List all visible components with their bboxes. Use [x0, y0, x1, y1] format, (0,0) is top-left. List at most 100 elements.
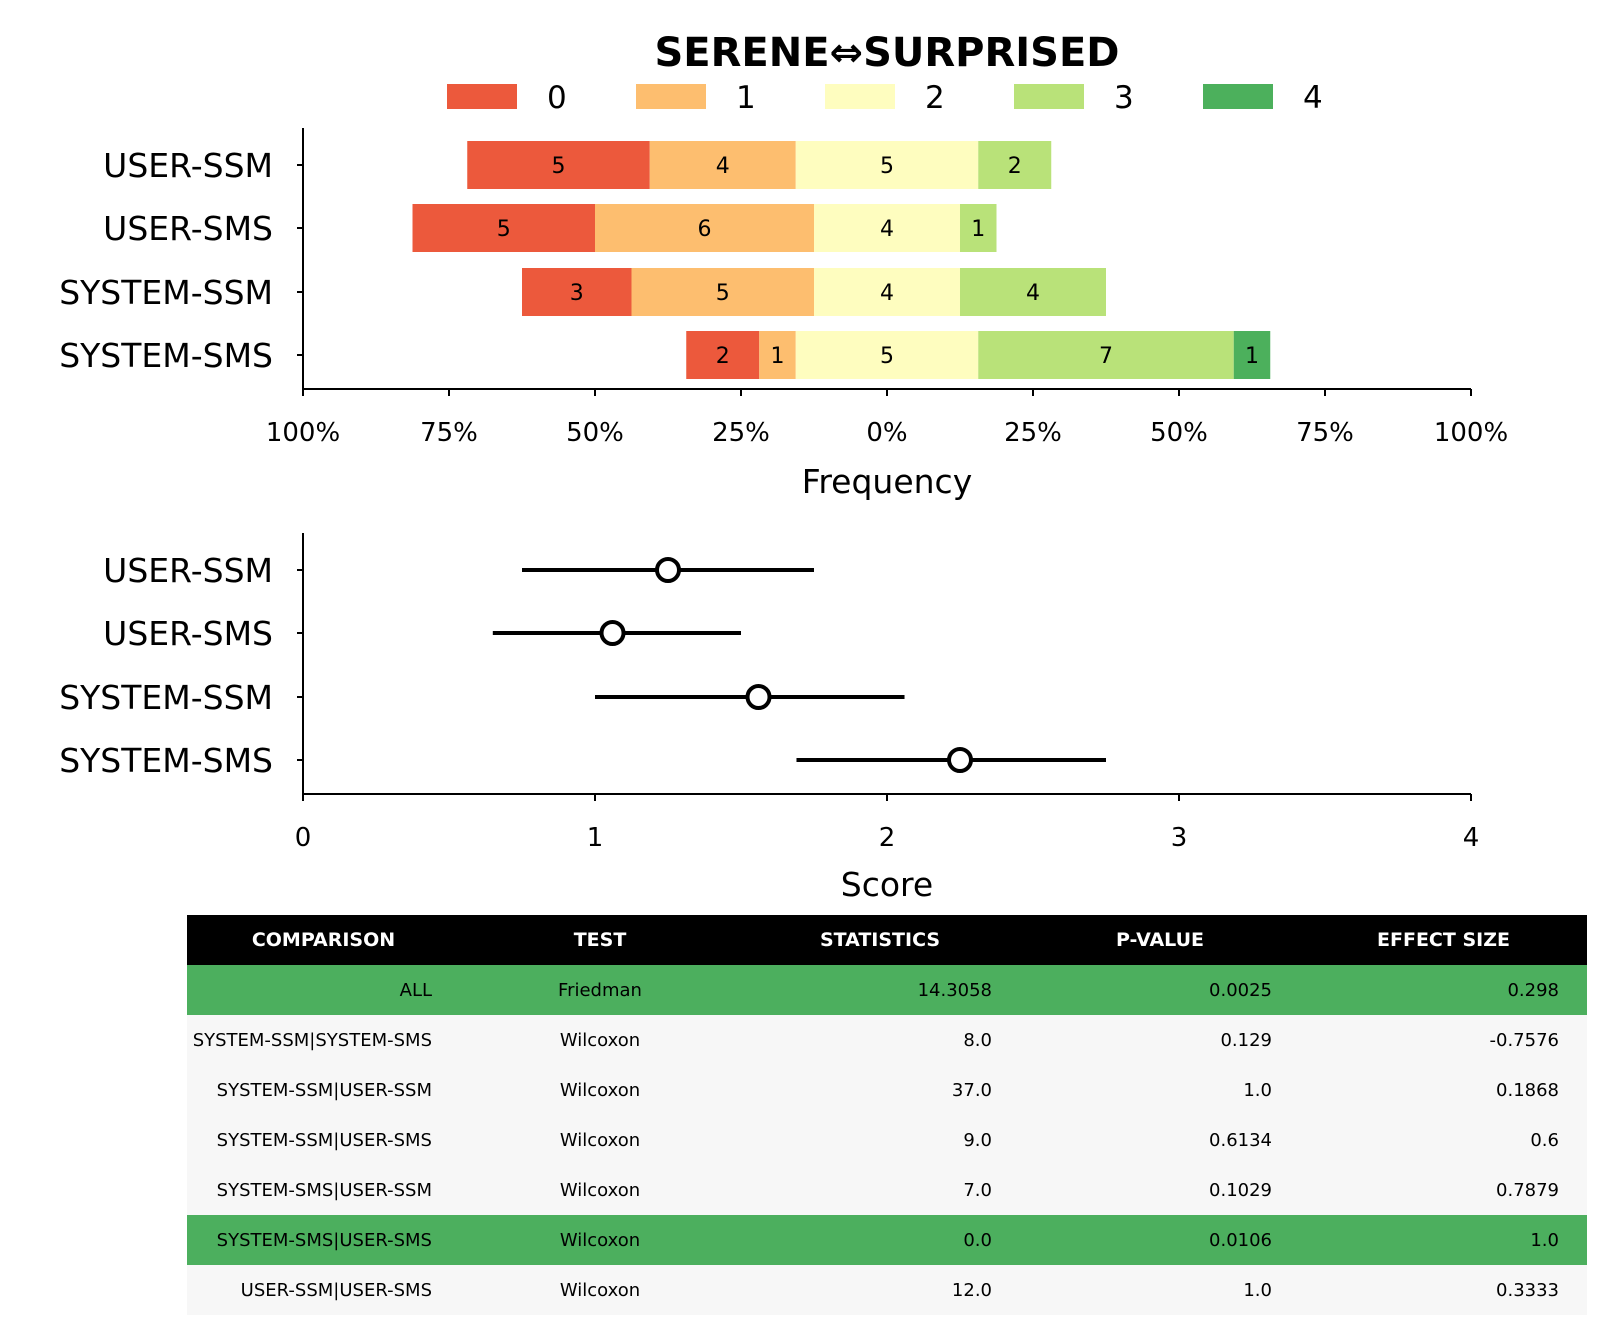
cell-statistics: 7.0 — [740, 1165, 1020, 1215]
cell-p-value: 1.0 — [1020, 1065, 1300, 1115]
table-row: SYSTEM-SSM|USER-SMS Wilcoxon 9.0 0.6134 0.6 — [187, 1115, 1587, 1165]
x-tick-label: 0% — [866, 418, 907, 448]
legend-label-3: 3 — [1114, 80, 1134, 116]
cell-effect-size: 0.7879 — [1300, 1165, 1587, 1215]
bar-label: 5 — [880, 344, 894, 369]
cell-comparison: SYSTEM-SMS|USER-SMS — [187, 1215, 460, 1265]
bar-label: 2 — [716, 344, 730, 369]
x-tick-label: 4 — [1463, 823, 1480, 853]
bar-system-ssm-3 — [960, 268, 1106, 316]
x-tick-label: 3 — [1171, 823, 1188, 853]
bar-user-ssm-3 — [978, 141, 1052, 189]
bar-label: 3 — [570, 281, 584, 306]
bar-label: 2 — [1008, 154, 1022, 179]
cell-p-value: 0.6134 — [1020, 1115, 1300, 1165]
x-tick-label: 75% — [1296, 418, 1354, 448]
cell-effect-size: 0.298 — [1300, 965, 1587, 1015]
bar-label: 7 — [1099, 344, 1113, 369]
cell-p-value: 0.129 — [1020, 1015, 1300, 1065]
cell-statistics: 9.0 — [740, 1115, 1020, 1165]
bar-label: 5 — [716, 281, 730, 306]
table-row: SYSTEM-SSM|SYSTEM-SMS Wilcoxon 8.0 0.129 -0.… — [187, 1015, 1587, 1065]
cell-comparison: SYSTEM-SMS|USER-SSM — [187, 1165, 460, 1215]
cell-p-value: 1.0 — [1020, 1265, 1300, 1315]
y-tick-label: SYSTEM-SMS — [59, 741, 273, 780]
cell-statistics: 14.3058 — [740, 965, 1020, 1015]
header-comparison: COMPARISON — [187, 915, 460, 965]
legend-swatch-3 — [1014, 84, 1084, 109]
cell-test: Wilcoxon — [460, 1265, 740, 1315]
x-tick-label: 100% — [1434, 418, 1508, 448]
x-tick-label: 0 — [295, 823, 312, 853]
bar-system-sms-3 — [978, 331, 1234, 379]
bar-user-sms-0 — [412, 204, 595, 252]
table-header-row: COMPARISON TEST STATISTICS P-VALUE EFFEC… — [187, 915, 1587, 965]
cell-test: Wilcoxon — [460, 1065, 740, 1115]
cell-comparison: USER-SSM|USER-SMS — [187, 1265, 460, 1315]
cell-effect-size: 0.1868 — [1300, 1065, 1587, 1115]
cell-comparison: SYSTEM-SSM|SYSTEM-SMS — [187, 1015, 460, 1065]
y-tick-label: USER-SMS — [103, 209, 273, 248]
legend: 0 1 2 3 4 — [447, 80, 1323, 116]
cell-p-value: 0.1029 — [1020, 1165, 1300, 1215]
statistics-table: COMPARISON TEST STATISTICS P-VALUE EFFEC… — [187, 915, 1587, 1315]
cell-comparison: SYSTEM-SSM|USER-SSM — [187, 1065, 460, 1115]
bar-label: 5 — [552, 154, 566, 179]
header-p-value: P-VALUE — [1020, 915, 1300, 965]
cell-p-value: 0.0106 — [1020, 1215, 1300, 1265]
bar-label: 4 — [716, 154, 730, 179]
bar-label: 4 — [880, 217, 894, 242]
chart-title: SERENE⇔SURPRISED — [655, 30, 1120, 76]
cell-test: Wilcoxon — [460, 1115, 740, 1165]
x-axis-label-score: Score — [841, 865, 933, 904]
bar-user-ssm-0 — [467, 141, 650, 189]
cell-test: Wilcoxon — [460, 1215, 740, 1265]
cell-p-value: 0.0025 — [1020, 965, 1300, 1015]
bar-user-ssm-2 — [795, 141, 979, 189]
cell-statistics: 0.0 — [740, 1215, 1020, 1265]
bar-label: 1 — [771, 344, 785, 369]
cell-test: Wilcoxon — [460, 1165, 740, 1215]
x-tick-label: 50% — [566, 418, 624, 448]
legend-swatch-0 — [447, 84, 517, 109]
y-tick-label: USER-SMS — [103, 614, 273, 653]
bar-system-sms-4 — [1233, 331, 1271, 379]
bar-label: 1 — [1245, 344, 1259, 369]
cell-comparison: ALL — [187, 965, 460, 1015]
cell-test: Wilcoxon — [460, 1015, 740, 1065]
y-tick-label: USER-SSM — [103, 146, 273, 185]
bar-label: 4 — [880, 281, 894, 306]
x-tick-label: 50% — [1150, 418, 1208, 448]
bar-system-ssm-0 — [522, 268, 632, 316]
mean-marker-system-ssm — [745, 684, 772, 710]
cell-statistics: 37.0 — [740, 1065, 1020, 1115]
bar-system-sms-0 — [686, 331, 760, 379]
table-row: SYSTEM-SMS|USER-SMS Wilcoxon 0.0 0.0106 1.0 — [187, 1215, 1587, 1265]
bar-system-sms-2 — [795, 331, 979, 379]
x-tick-label: 1 — [587, 823, 604, 853]
y-tick-label: SYSTEM-SSM — [59, 678, 273, 717]
bar-label: 5 — [497, 217, 511, 242]
bar-system-sms-1 — [759, 331, 796, 379]
y-tick-label: SYSTEM-SMS — [59, 336, 273, 375]
legend-label-0: 0 — [547, 80, 567, 116]
mean-marker-system-sms — [947, 747, 973, 773]
table-row: SYSTEM-SSM|USER-SSM Wilcoxon 37.0 1.0 0.1868 — [187, 1065, 1587, 1115]
table-row: SYSTEM-SMS|USER-SSM Wilcoxon 7.0 0.1029 0.78… — [187, 1165, 1587, 1215]
header-statistics: STATISTICS — [740, 915, 1020, 965]
legend-swatch-1 — [636, 84, 706, 109]
bar-label: 5 — [880, 154, 894, 179]
x-tick-label: 25% — [712, 418, 770, 448]
mean-marker-user-ssm — [655, 557, 681, 583]
table-row: USER-SSM|USER-SMS Wilcoxon 12.0 1.0 0.3333 — [187, 1265, 1587, 1315]
cell-effect-size: 1.0 — [1300, 1215, 1587, 1265]
cell-statistics: 8.0 — [740, 1015, 1020, 1065]
x-tick-label: 25% — [1004, 418, 1062, 448]
legend-label-2: 2 — [925, 80, 945, 116]
score-chart: USER-SSM USER-SMS SYSTEM-SSM SYSTEM-SMS 0 1 2 3… — [59, 533, 1479, 853]
legend-label-4: 4 — [1303, 80, 1323, 116]
x-tick-label: 2 — [879, 823, 896, 853]
cell-effect-size: 0.6 — [1300, 1115, 1587, 1165]
bar-label: 1 — [971, 217, 985, 242]
